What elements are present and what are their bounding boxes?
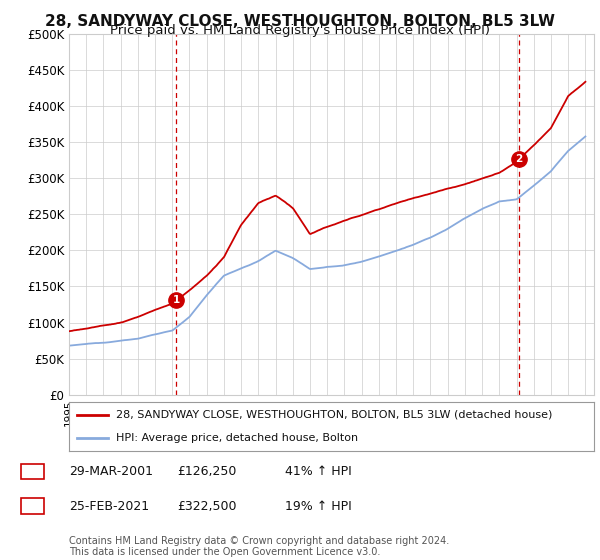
Text: 25-FEB-2021: 25-FEB-2021 (69, 500, 149, 513)
Text: Price paid vs. HM Land Registry's House Price Index (HPI): Price paid vs. HM Land Registry's House … (110, 24, 490, 37)
Text: 28, SANDYWAY CLOSE, WESTHOUGHTON, BOLTON, BL5 3LW (detached house): 28, SANDYWAY CLOSE, WESTHOUGHTON, BOLTON… (116, 410, 553, 420)
Text: HPI: Average price, detached house, Bolton: HPI: Average price, detached house, Bolt… (116, 433, 358, 444)
Text: 1: 1 (28, 465, 37, 478)
Text: 28, SANDYWAY CLOSE, WESTHOUGHTON, BOLTON, BL5 3LW: 28, SANDYWAY CLOSE, WESTHOUGHTON, BOLTON… (45, 14, 555, 29)
Text: 1: 1 (173, 295, 180, 305)
Text: 29-MAR-2001: 29-MAR-2001 (69, 465, 153, 478)
Text: 2: 2 (515, 155, 523, 165)
Text: £322,500: £322,500 (177, 500, 236, 513)
Text: 19% ↑ HPI: 19% ↑ HPI (285, 500, 352, 513)
Text: £126,250: £126,250 (177, 465, 236, 478)
Text: 2: 2 (28, 500, 37, 513)
Text: Contains HM Land Registry data © Crown copyright and database right 2024.
This d: Contains HM Land Registry data © Crown c… (69, 535, 449, 557)
Text: 41% ↑ HPI: 41% ↑ HPI (285, 465, 352, 478)
